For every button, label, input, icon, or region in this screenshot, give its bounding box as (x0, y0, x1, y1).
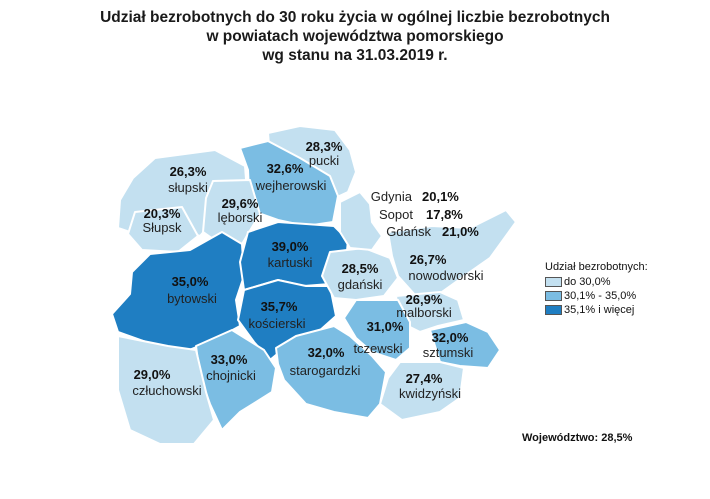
value-sztumski: 32,0% (432, 330, 469, 345)
value-tczewski: 31,0% (367, 319, 404, 334)
region-gdanski[interactable] (321, 247, 399, 301)
value-gdanski: 28,5% (342, 261, 379, 276)
value-gdansk: 21,0% (442, 224, 479, 239)
legend: Udział bezrobotnych: do 30,0% 30,1% - 35… (545, 261, 648, 317)
value-slupski: 26,3% (170, 164, 207, 179)
label-sztumski: 32,0% sztumski (423, 330, 474, 360)
legend-label-high: 35,1% i więcej (564, 304, 635, 316)
label-nowodworski: 26,7% nowodworski (408, 252, 483, 283)
name-chojnicki: chojnicki (206, 368, 256, 383)
region-city-area (339, 191, 383, 251)
name-gdanski: gdański (338, 277, 383, 292)
legend-title: Udział bezrobotnych: (545, 261, 648, 273)
value-kartuski: 39,0% (272, 239, 309, 254)
title-line-2: w powiatach województwa pomorskiego (206, 28, 504, 45)
label-starogardzki: 32,0% starogardzki (290, 345, 361, 378)
region-starogardzki[interactable] (275, 325, 387, 419)
value-leborski: 29,6% (222, 196, 259, 211)
name-kartuski: kartuski (268, 255, 313, 270)
legend-item-high: 35,1% i więcej (545, 303, 648, 317)
label-sopot: Sopot 17,8% (379, 207, 463, 222)
value-kwidzynski: 27,4% (406, 371, 443, 386)
label-slupski: 26,3% słupski (168, 164, 208, 195)
title-line-1: Udział bezrobotnych do 30 roku życia w o… (100, 9, 610, 26)
label-gdansk: Gdańsk 21,0% (386, 224, 479, 239)
label-gdynia: Gdynia 20,1% (371, 189, 460, 204)
name-wejherowski: wejherowski (255, 178, 327, 193)
value-chojnicki: 33,0% (211, 352, 248, 367)
label-kartuski: 39,0% kartuski (268, 239, 313, 270)
name-tczewski: tczewski (353, 341, 402, 356)
legend-swatch-high (545, 305, 562, 315)
legend-label-mid: 30,1% - 35,0% (564, 290, 637, 302)
label-tczewski: 31,0% tczewski (353, 319, 403, 356)
name-nowodworski: nowodworski (408, 268, 483, 283)
name-slupsk: Słupsk (142, 220, 182, 235)
legend-label-low: do 30,0% (564, 276, 611, 288)
legend-item-mid: 30,1% - 35,0% (545, 289, 648, 303)
name-koscierski: kościerski (248, 316, 305, 331)
name-sopot: Sopot (379, 207, 413, 222)
value-wejherowski: 32,6% (267, 161, 304, 176)
value-koscierski: 35,7% (261, 299, 298, 314)
name-sztumski: sztumski (423, 345, 474, 360)
region-nowodworski[interactable] (387, 209, 517, 297)
label-koscierski: 35,7% kościerski (248, 299, 305, 331)
name-malborski: malborski (396, 305, 452, 320)
label-malborski: 26,9% malborski (396, 292, 452, 320)
name-gdynia: Gdynia (371, 189, 413, 204)
value-nowodworski: 26,7% (410, 252, 447, 267)
region-kwidzynski[interactable] (379, 361, 465, 421)
district-labels: 28,3% pucki 32,6% wejherowski 26,3% słup… (132, 139, 483, 401)
label-czluchowski: 29,0% człuchowski (132, 367, 201, 398)
value-czluchowski: 29,0% (134, 367, 171, 382)
voivodeship-total: Województwo: 28,5% (522, 432, 633, 444)
value-pucki: 28,3% (306, 139, 343, 154)
value-malborski: 26,9% (406, 292, 443, 307)
label-wejherowski: 32,6% wejherowski (255, 161, 327, 193)
region-czluchowski[interactable] (117, 335, 215, 445)
label-chojnicki: 33,0% chojnicki (206, 352, 256, 383)
name-gdansk: Gdańsk (386, 224, 431, 239)
value-starogardzki: 32,0% (308, 345, 345, 360)
legend-item-low: do 30,0% (545, 275, 648, 289)
value-bytowski: 35,0% (172, 274, 209, 289)
value-gdynia: 20,1% (422, 189, 459, 204)
name-slupski: słupski (168, 180, 208, 195)
label-gdanski: 28,5% gdański (338, 261, 383, 292)
name-bytowski: bytowski (167, 291, 217, 306)
label-leborski: 29,6% lęborski (218, 196, 263, 225)
label-bytowski: 35,0% bytowski (167, 274, 217, 306)
district-shapes (111, 125, 517, 445)
label-slupsk: 20,3% Słupsk (142, 206, 182, 235)
name-leborski: lęborski (218, 210, 263, 225)
name-kwidzynski: kwidzyński (399, 386, 461, 401)
legend-swatch-low (545, 277, 562, 287)
label-pucki: 28,3% pucki (306, 139, 343, 168)
legend-swatch-mid (545, 291, 562, 301)
value-sopot: 17,8% (426, 207, 463, 222)
region-tczewski[interactable] (343, 299, 411, 361)
title-line-3: wg stanu na 31.03.2019 r. (262, 47, 448, 64)
name-starogardzki: starogardzki (290, 363, 361, 378)
name-pucki: pucki (309, 153, 339, 168)
label-kwidzynski: 27,4% kwidzyński (399, 371, 461, 401)
map-title: Udział bezrobotnych do 30 roku życia w o… (0, 8, 710, 65)
name-czluchowski: człuchowski (132, 383, 201, 398)
value-slupsk: 20,3% (144, 206, 181, 221)
